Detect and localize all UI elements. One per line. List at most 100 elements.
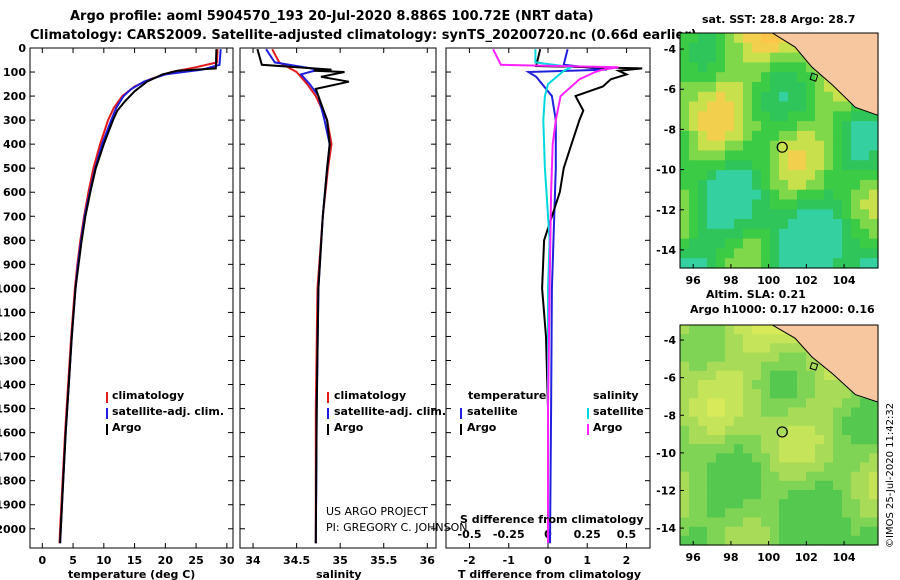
lon-tick-label: 102 [795, 274, 818, 287]
map-cell [743, 471, 753, 482]
x-tick-label: 20 [158, 554, 174, 567]
map-cell [770, 258, 780, 269]
map-cell [689, 91, 699, 103]
map-cell [743, 160, 753, 171]
map-cell [779, 258, 789, 269]
map-cell [770, 361, 780, 372]
map-cell [833, 111, 843, 122]
map-cell [707, 248, 717, 259]
map-cell [869, 416, 879, 427]
map-cell [698, 370, 708, 381]
map-cell [707, 526, 717, 537]
x-tick-label: 30 [219, 554, 235, 567]
map-cell [788, 334, 798, 344]
map-cell [779, 535, 789, 546]
map-cell [761, 189, 771, 201]
map-cell [689, 471, 699, 482]
map-cell [716, 150, 726, 161]
map-cell [716, 471, 726, 482]
map-cell [824, 170, 834, 181]
map-cell [770, 453, 780, 464]
map-cell [716, 33, 726, 44]
legend-salinity-title: salinity [593, 389, 639, 402]
map-cell [734, 150, 744, 161]
map-cell [761, 453, 771, 464]
map-cell [869, 499, 879, 509]
map-cell [851, 189, 861, 201]
sla-map-title-line2: Argo h1000: 0.17 h2000: 0.16 [690, 303, 875, 316]
map-cell [725, 219, 735, 230]
map-cell [824, 389, 834, 399]
map-cell [797, 444, 807, 454]
map-cell [869, 425, 879, 436]
map-cell [698, 352, 708, 363]
map-cell [725, 82, 735, 93]
map-cell [779, 199, 789, 210]
map-cell [860, 398, 870, 409]
map-cell [752, 407, 762, 418]
map-cell [689, 499, 699, 509]
map-cell [779, 101, 789, 112]
map-cell [779, 499, 789, 509]
depth-tick-label: 300 [3, 114, 26, 127]
map-cell [824, 258, 834, 269]
map-cell [707, 189, 717, 201]
map-cell [869, 130, 879, 142]
map-cell [716, 352, 726, 363]
map-cell [869, 248, 879, 259]
map-cell [833, 526, 843, 537]
map-cell [761, 471, 771, 482]
map-cell [689, 407, 699, 418]
map-cell [752, 72, 762, 83]
map-cell [734, 33, 744, 44]
map-cell [716, 52, 726, 63]
map-cell [833, 121, 843, 132]
map-cell [752, 334, 762, 344]
map-cell [734, 62, 744, 73]
map-cell [680, 471, 690, 482]
map-cell [734, 380, 744, 390]
map-cell [725, 62, 735, 73]
map-cell [689, 343, 699, 354]
map-cell [725, 480, 735, 491]
difference-series-2 [534, 49, 576, 544]
map-cell [833, 499, 843, 509]
map-cell [734, 325, 744, 335]
map-cell [689, 62, 699, 73]
map-cell [779, 352, 789, 363]
map-cell [842, 101, 852, 112]
map-cell [851, 248, 861, 259]
x-tick-label: 10 [96, 554, 112, 567]
map-cell [860, 140, 870, 152]
map-cell [752, 499, 762, 509]
map-cell [815, 238, 825, 249]
map-cell [779, 91, 789, 103]
map-cell [734, 72, 744, 83]
map-cell [707, 150, 717, 161]
map-cell [698, 535, 708, 546]
map-cell [725, 91, 735, 103]
map-cell [842, 526, 852, 537]
map-cell [770, 62, 780, 73]
map-cell [698, 189, 708, 201]
map-cell [788, 42, 798, 54]
legend-s-satellite: satellite [593, 405, 644, 418]
map-cell [842, 389, 852, 399]
map-cell [734, 130, 744, 142]
map-cell [842, 453, 852, 464]
map-cell [788, 150, 798, 161]
map-cell [761, 480, 771, 491]
map-cell [725, 179, 735, 191]
lat-tick-label: -8 [664, 123, 676, 136]
map-cell [833, 199, 843, 210]
map-cell [680, 121, 690, 132]
map-cell [761, 82, 771, 93]
x-tick-label: 0 [38, 554, 46, 567]
map-cell [770, 101, 780, 112]
x-tick-label: 2 [623, 554, 631, 567]
map-cell [824, 425, 834, 436]
map-cell [797, 517, 807, 528]
map-cell [716, 121, 726, 132]
map-cell [698, 91, 708, 103]
map-cell [815, 179, 825, 191]
